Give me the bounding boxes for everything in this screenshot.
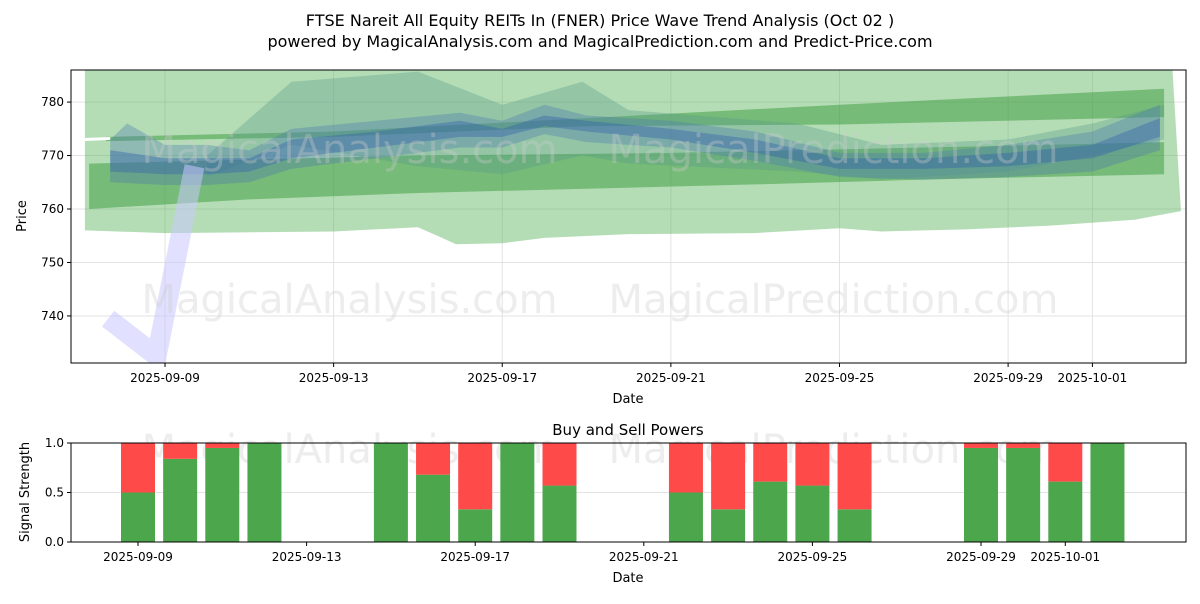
x-tick-label: 2025-09-13 [272,550,342,564]
chart-subtitle: powered by MagicalAnalysis.com and Magic… [267,32,932,51]
x-tick-label: 2025-09-29 [946,550,1016,564]
x-tick-label: 2025-09-25 [778,550,848,564]
signal-bars [121,443,1125,542]
signal-x-label: Date [612,571,643,586]
sell-bar [542,443,577,486]
sell-bar [753,443,788,482]
x-tick-label: 2025-10-01 [1030,550,1100,564]
buy-bar [163,458,198,542]
buy-bar [1090,443,1125,542]
y-tick-label: 0.5 [45,486,64,500]
x-tick-label: 2025-09-21 [636,371,706,385]
band-wave-blue-core [110,115,1160,175]
buy-bar [542,485,577,542]
price-axes-frame [70,69,1187,364]
sell-bar [458,443,493,510]
buy-bar [247,443,282,542]
chart-title: FTSE Nareit All Equity REITs In (FNER) P… [306,11,894,30]
sell-bar [711,443,746,510]
buy-bar [753,481,788,542]
band-wave-upper-shade [207,71,1165,180]
sell-bar [1048,443,1083,482]
sell-bar [837,443,872,510]
wave-start-line [101,164,205,363]
buy-bar [1048,481,1083,542]
y-tick-label: 780 [41,95,64,109]
sell-bar [668,443,703,493]
band-upper-trend [105,88,1165,142]
buy-bar [964,447,998,542]
buy-bar [1006,447,1041,542]
signal-title: Buy and Sell Powers [552,421,704,439]
sell-bar [416,443,451,475]
y-tick-label: 750 [41,255,64,269]
buy-bar [500,443,535,542]
x-tick-label: 2025-09-09 [103,550,173,564]
sell-bar [121,443,155,493]
x-tick-label: 2025-09-29 [973,371,1043,385]
signal-ticks: 0.0 0.5 1.0 2025-09-09 2025-09-13 2025-09-17 2… [45,436,1100,564]
sell-bar [163,443,198,459]
band-lower-trend [89,142,1165,210]
band-wave-blue-wide [110,104,1160,185]
buy-bar [795,485,830,542]
price-y-label: Price [15,200,30,232]
y-tick-label: 1.0 [45,436,64,450]
buy-bar [837,509,872,542]
y-tick-label: 0.0 [45,535,64,549]
x-tick-label: 2025-09-09 [130,371,200,385]
price-ticks: 740 750 760 770 780 2025-09-09 2025-09-13 2025-… [41,95,1127,385]
x-tick-label: 2025-09-13 [299,371,369,385]
white-segment [84,136,111,142]
signal-chart: MagicalAnalysis.com MagicalPrediction.co… [18,421,1187,586]
buy-bar [668,492,703,542]
sell-bar [1006,443,1041,448]
y-tick-label: 760 [41,202,64,216]
watermark: MagicalAnalysis.com MagicalPrediction.co… [142,277,1059,323]
buy-bar [205,447,240,542]
buy-bar [121,492,155,542]
x-tick-label: 2025-09-25 [805,371,875,385]
x-tick-label: 2025-10-01 [1058,371,1128,385]
buy-bar [416,474,451,542]
sell-bar [964,443,998,448]
sell-bar [205,443,240,448]
x-tick-label: 2025-09-21 [609,550,679,564]
price-chart: MagicalAnalysis.com MagicalPrediction.co… [15,69,1187,407]
buy-bar [711,509,746,542]
buy-bar [458,509,493,542]
buy-bar [373,443,408,542]
price-bands [84,70,1181,363]
x-tick-label: 2025-09-17 [467,371,537,385]
y-tick-label: 740 [41,309,64,323]
signal-y-label: Signal Strength [18,442,33,542]
watermark: MagicalAnalysis.com MagicalPrediction.co… [142,127,1059,173]
price-x-label: Date [612,392,643,407]
watermark: MagicalAnalysis.com MagicalPrediction.co… [142,427,1059,473]
sell-bar [795,443,830,486]
y-tick-label: 770 [41,149,64,163]
x-tick-label: 2025-09-17 [440,550,510,564]
